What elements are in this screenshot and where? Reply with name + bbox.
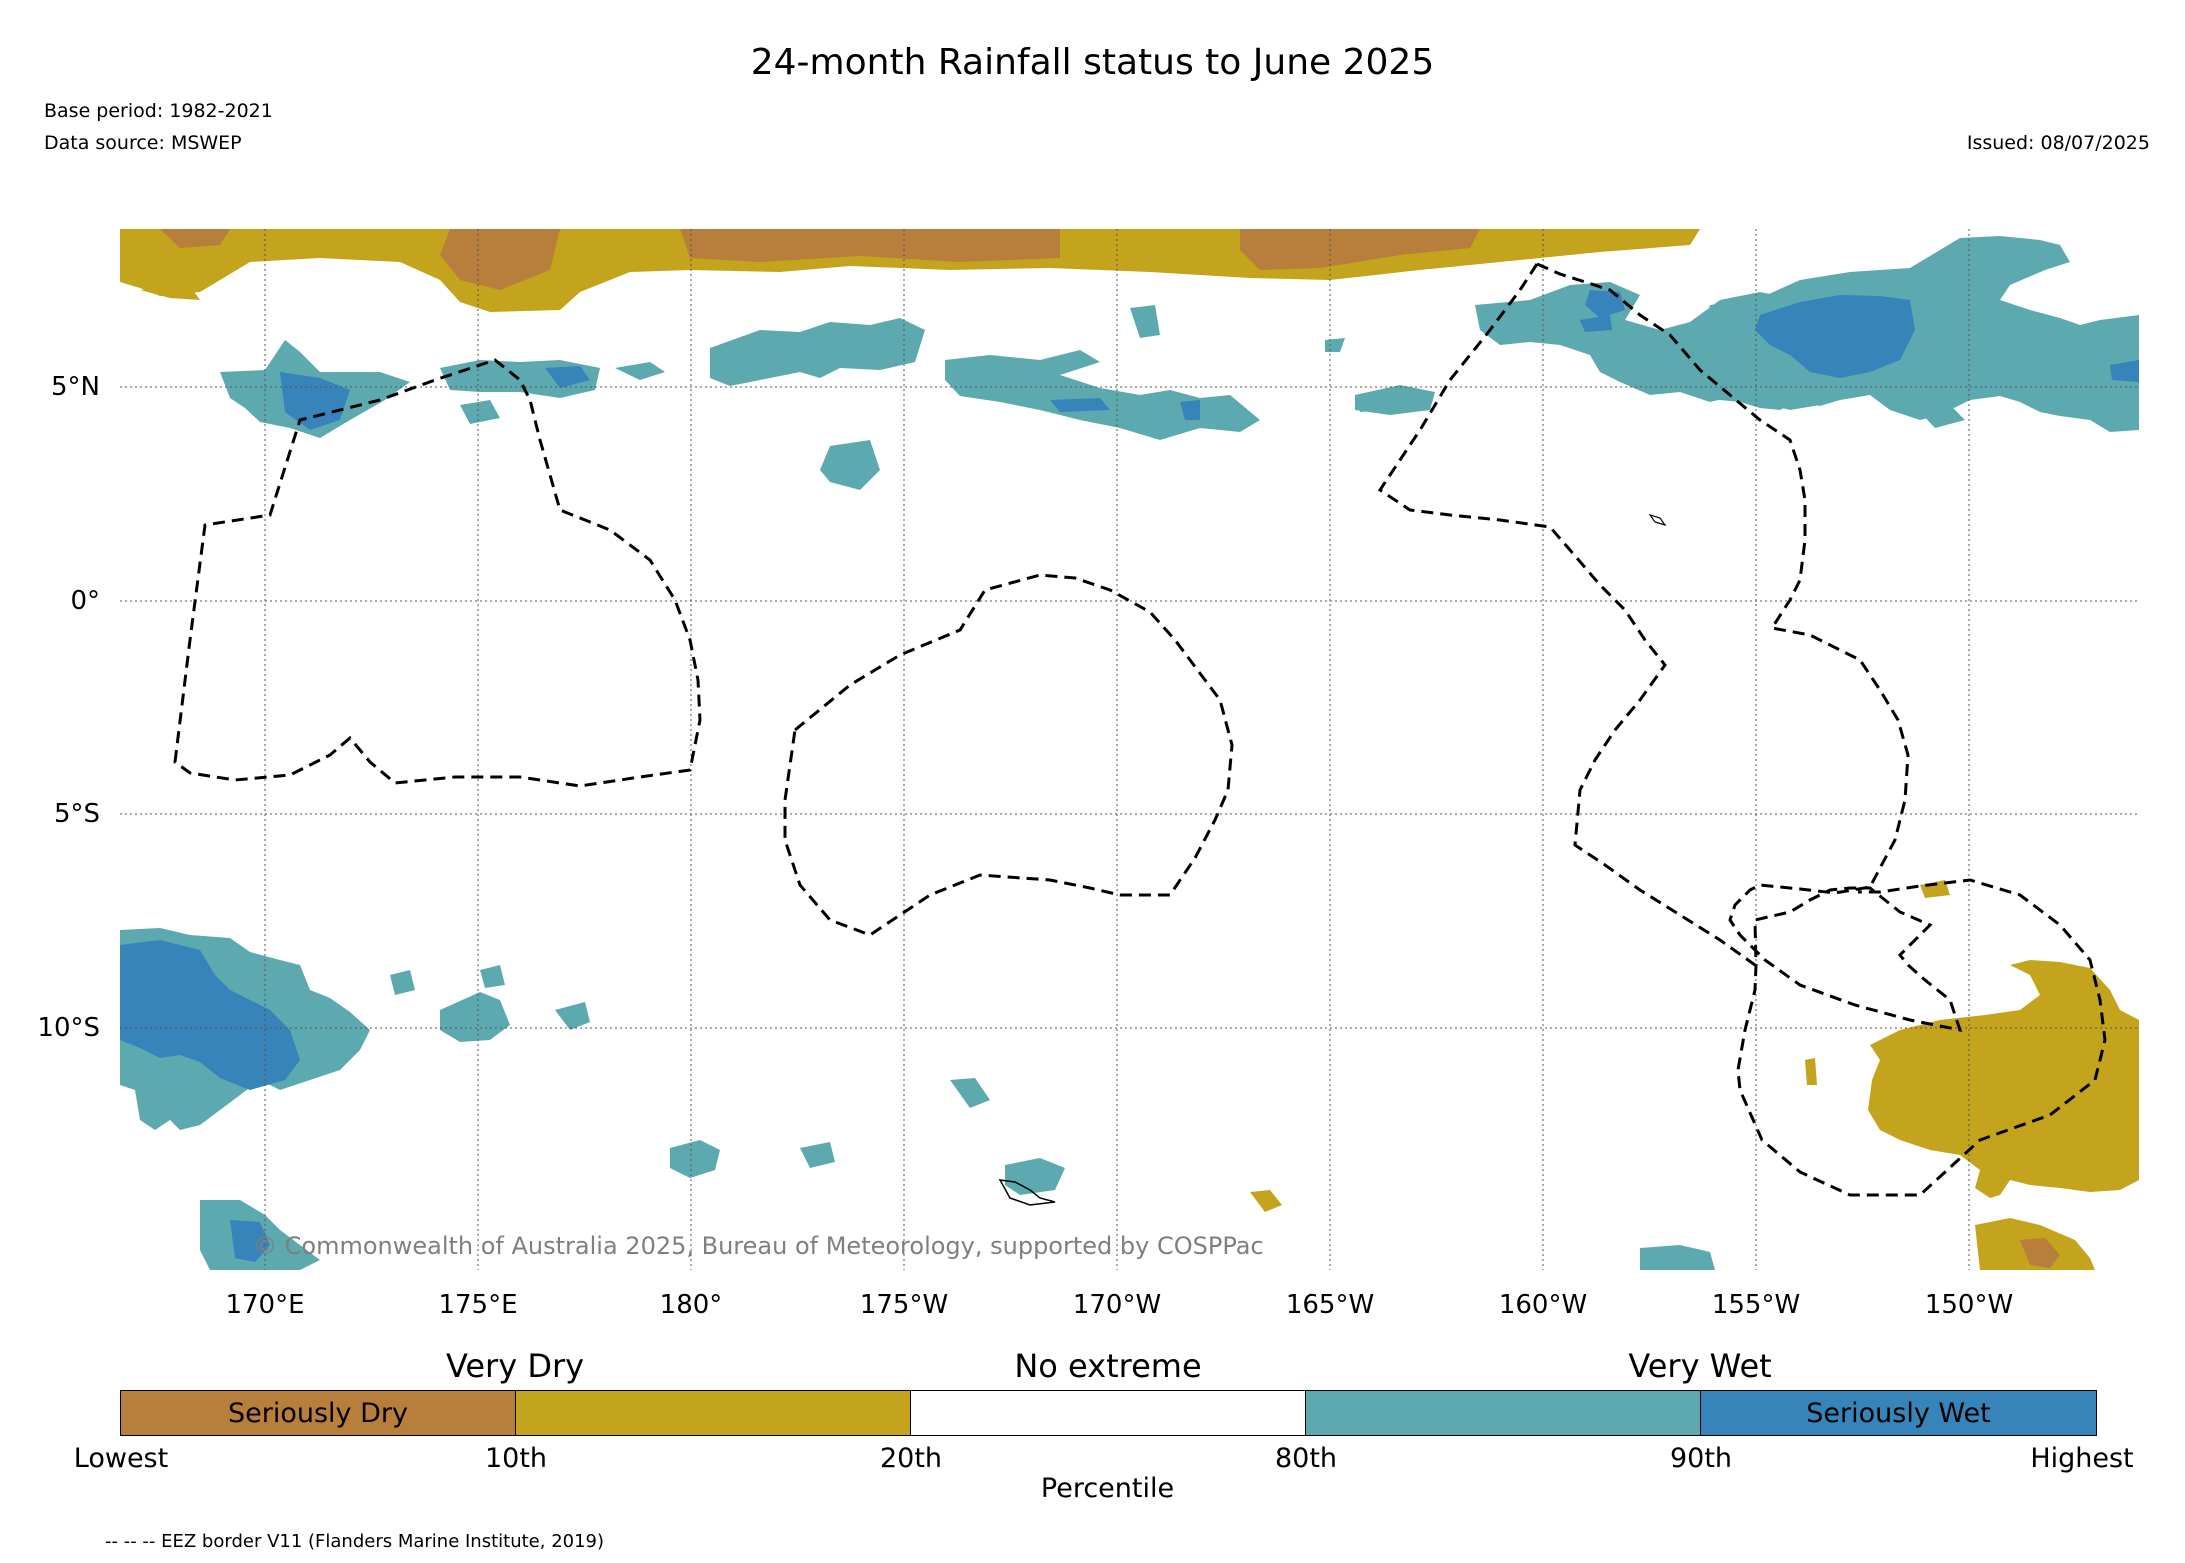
- legend-tick: Lowest: [73, 1443, 169, 1474]
- eez-border-tokelau-samoa: [783, 573, 1234, 937]
- legend-category-no-extreme: No extreme: [1014, 1347, 1202, 1385]
- very-wet-region: [1690, 236, 2139, 432]
- legend-segment-label: Seriously Dry: [228, 1397, 408, 1429]
- very-wet-region: [820, 440, 880, 490]
- very-wet-region: [950, 1078, 990, 1108]
- island-outline: [998, 1179, 1056, 1206]
- base-period: Base period: 1982-2021: [44, 100, 273, 122]
- seriously-wet-region: [1755, 295, 1915, 378]
- lat-label: 5°N: [51, 372, 100, 402]
- very-dry-region: [1250, 1190, 1282, 1212]
- seriously-wet-region: [280, 372, 350, 430]
- legend-segment-seriously-wet: Seriously Wet: [1700, 1390, 2097, 1436]
- very-wet-region: [1920, 405, 1965, 428]
- lon-label: 165°W: [1285, 1290, 1375, 1320]
- lon-label: 170°W: [1072, 1290, 1162, 1320]
- issued-date: Issued: 08/07/2025: [1966, 132, 2150, 154]
- map-title: 24-month Rainfall status to June 2025: [750, 42, 1435, 83]
- lon-label: 170°E: [225, 1290, 305, 1320]
- seriously-wet-region: [230, 1220, 270, 1262]
- legend-segment-very-dry: [515, 1390, 911, 1436]
- lon-label: 175°W: [859, 1290, 949, 1320]
- lat-label: 0°: [70, 586, 100, 616]
- very-dry-region: [1868, 960, 2139, 1198]
- very-wet-region: [1130, 305, 1160, 338]
- very-dry-region: [1805, 1058, 1817, 1085]
- seriously-wet-region: [120, 940, 300, 1090]
- very-wet-region: [555, 1002, 590, 1030]
- seriously-wet-region: [1180, 400, 1200, 420]
- seriously-wet-region: [545, 366, 590, 388]
- seriously-dry-region: [2020, 1238, 2060, 1268]
- seriously-wet-region: [1050, 398, 1110, 412]
- lat-label: 5°S: [53, 799, 100, 829]
- eez-legend-note: -- -- -- EEZ border V11 (Flanders Marine…: [105, 1531, 605, 1552]
- legend-segment-very-wet: [1305, 1390, 1701, 1436]
- very-wet-region: [1005, 1158, 1065, 1195]
- island-outline: [1648, 513, 1667, 527]
- very-wet-region: [710, 318, 925, 386]
- legend-category-very-dry: Very Dry: [445, 1347, 585, 1385]
- lon-label: 180°: [659, 1290, 723, 1320]
- seriously-wet-region: [1585, 290, 1625, 318]
- lon-label: 155°W: [1711, 1290, 1801, 1320]
- very-wet-region: [1640, 1245, 1715, 1270]
- eez-border-line-islands-upper: [1377, 263, 1756, 967]
- very-wet-region: [1355, 392, 1385, 412]
- very-wet-region: [460, 400, 500, 424]
- lon-label: 175°E: [438, 1290, 518, 1320]
- legend-category-very-wet: Very Wet: [1628, 1347, 1772, 1385]
- seriously-dry-region: [160, 229, 230, 248]
- lon-label: 160°W: [1498, 1290, 1588, 1320]
- very-wet-region: [440, 992, 510, 1042]
- very-wet-region: [670, 1140, 720, 1178]
- legend-tick: 10th: [484, 1443, 548, 1474]
- seriously-dry-region: [1240, 229, 1480, 270]
- rainfall-anomaly-layer: [120, 229, 2139, 1270]
- eez-border-line-islands: [1536, 262, 2107, 1197]
- seriously-dry-region: [440, 229, 560, 290]
- very-wet-region: [945, 350, 1260, 440]
- gridlines: [120, 229, 2139, 1270]
- legend-axis-label: Percentile: [1040, 1473, 1175, 1504]
- legend-segment-seriously-dry: Seriously Dry: [120, 1390, 516, 1436]
- very-wet-region: [390, 970, 415, 995]
- legend-tick: 80th: [1274, 1443, 1338, 1474]
- very-wet-region: [480, 965, 505, 988]
- legend-segment-label: Seriously Wet: [1806, 1397, 1991, 1429]
- eez-borders: [173, 262, 2107, 1197]
- very-wet-region: [615, 362, 665, 380]
- lat-label: 10°S: [37, 1013, 100, 1043]
- data-source: Data source: MSWEP: [44, 132, 242, 154]
- eez-border-kiribati-gilbert: [173, 358, 702, 788]
- seriously-dry-region: [680, 229, 1060, 262]
- copyright-notice: © Commonwealth of Australia 2025, Bureau…: [253, 1232, 1264, 1260]
- legend-tick: 20th: [879, 1443, 943, 1474]
- very-wet-region: [1325, 338, 1345, 352]
- seriously-wet-region: [1580, 315, 1612, 332]
- legend-tick: Highest: [2030, 1443, 2134, 1474]
- legend-segment-no-extreme: [910, 1390, 1306, 1436]
- legend-tick: 90th: [1669, 1443, 1733, 1474]
- very-dry-region: [140, 286, 200, 300]
- very-wet-region: [800, 1142, 835, 1168]
- seriously-wet-region: [2110, 360, 2139, 382]
- lon-label: 150°W: [1924, 1290, 2014, 1320]
